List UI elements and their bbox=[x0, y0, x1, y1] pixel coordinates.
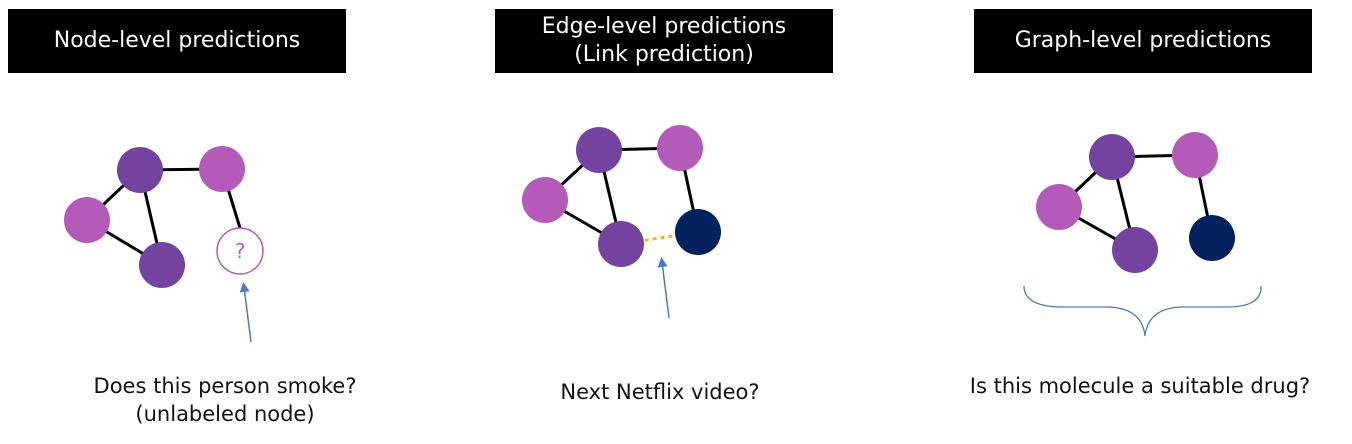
graph-level-graph bbox=[1023, 132, 1262, 337]
edge-level-graph bbox=[522, 125, 721, 319]
node-level-title: Node-level predictions bbox=[53, 28, 301, 53]
graph-level-title: Graph-level predictions bbox=[1014, 28, 1272, 53]
graph-node-dark bbox=[1089, 134, 1135, 180]
node-level-graph: ? bbox=[64, 146, 264, 343]
graph-node-light bbox=[64, 197, 110, 243]
pointer-arrow bbox=[657, 257, 670, 319]
unlabeled-node bbox=[216, 227, 264, 275]
graph-level-question: Is this molecule a suitable drug? bbox=[969, 374, 1311, 398]
graph-node-navy bbox=[1189, 215, 1235, 261]
whole-graph-brace bbox=[1023, 285, 1262, 337]
pointer-arrow bbox=[239, 282, 252, 343]
graph-level-caption: Is this molecule a suitable drug? bbox=[940, 372, 1340, 400]
edge-level-title: Edge-level predictions bbox=[541, 14, 787, 39]
graph-node-light bbox=[522, 177, 568, 223]
unlabeled-node-symbol: ? bbox=[235, 239, 246, 263]
graph-node-dark bbox=[139, 242, 185, 288]
graph-level-header: Graph-level predictions bbox=[974, 9, 1312, 73]
node-level-header: Node-level predictions bbox=[8, 9, 346, 73]
graph-node-light bbox=[1036, 184, 1082, 230]
graph-node-dark bbox=[598, 221, 644, 267]
graph-node-dark bbox=[117, 147, 163, 193]
edge-level-header: Edge-level predictions (Link prediction) bbox=[495, 9, 833, 73]
graph-node-navy bbox=[675, 209, 721, 255]
node-level-question: Does this person smoke? bbox=[93, 374, 357, 398]
node-level-note: (unlabeled node) bbox=[135, 402, 315, 426]
node-level-caption: Does this person smoke? (unlabeled node) bbox=[60, 372, 390, 428]
graph-node-light bbox=[1172, 132, 1218, 178]
edge-level-caption: Next Netflix video? bbox=[500, 378, 820, 406]
edge-level-subtitle: (Link prediction) bbox=[574, 42, 754, 67]
graph-node-dark bbox=[1112, 227, 1158, 273]
graph-node-light bbox=[199, 146, 245, 192]
edge-level-question: Next Netflix video? bbox=[560, 380, 760, 404]
graph-node-dark bbox=[576, 127, 622, 173]
graph-node-light bbox=[657, 125, 703, 171]
